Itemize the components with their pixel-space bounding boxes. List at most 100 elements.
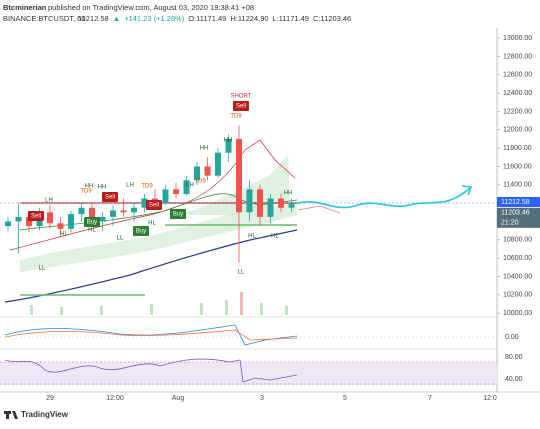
candle-body: [68, 214, 74, 229]
rsi-line: [4, 358, 298, 383]
quote-field: H:11224.90: [230, 14, 268, 23]
candle-body: [288, 202, 295, 208]
rsi-band: [0, 362, 497, 385]
annotation: HH: [200, 146, 209, 152]
countdown: 21:20: [501, 220, 519, 227]
signal-box: [28, 211, 44, 221]
candle-body: [204, 166, 211, 176]
quote-field: ▲: [113, 14, 120, 23]
quote-field: 11212.58: [78, 14, 109, 23]
footer: TradingView: [21, 410, 69, 419]
annotation: HL: [148, 221, 156, 227]
y-tick-label: 12200.00: [503, 108, 532, 115]
y-tick-label: 13000.00: [503, 35, 532, 42]
rsi-tick-label: 40.00: [505, 376, 523, 383]
annotation: TD9: [194, 179, 206, 185]
candle-body: [99, 216, 106, 222]
x-tick-label: Aug: [172, 395, 185, 402]
candle-body: [78, 207, 85, 215]
quote-field: +141.23 (+1.28%): [124, 14, 185, 23]
annotation: Sell: [149, 203, 159, 209]
annotation: LL: [238, 270, 245, 276]
y-tick-label: 10600.00: [503, 255, 532, 262]
close-price-box: [497, 207, 540, 228]
candle-body: [26, 216, 32, 227]
annotation: Buy: [173, 212, 183, 218]
last-price-label: 11212.58: [501, 199, 530, 206]
signal-box: [233, 101, 249, 111]
y-tick-label: 10400.00: [503, 273, 532, 280]
cloud: [20, 204, 297, 272]
candle-body: [162, 189, 169, 204]
rsi-tick-label: 80.00: [505, 354, 523, 361]
published: published on TradingView.com, August 03,…: [48, 3, 254, 12]
candle-body: [267, 198, 274, 217]
x-tick-label: 12:0: [483, 395, 497, 402]
candle-body: [246, 189, 253, 213]
candle-body: [110, 210, 116, 217]
x-tick-label: 12:00: [106, 395, 124, 402]
signal-box: [84, 217, 100, 227]
annotation: LH: [186, 183, 194, 189]
candle-body: [5, 221, 11, 227]
candle-body: [131, 207, 137, 213]
x-tick-label: 3: [260, 395, 264, 402]
signal-box: [146, 200, 162, 210]
annotation: Buy: [87, 220, 97, 226]
macd-tick-label: 0.00: [505, 334, 519, 341]
y-tick-label: 11600.00: [503, 163, 532, 170]
annotation: SHORT: [231, 94, 252, 100]
candle-body: [47, 212, 53, 224]
candle-body: [173, 189, 179, 194]
annotation: HL: [60, 232, 68, 238]
last-price-box: [497, 196, 540, 207]
candle-body: [57, 223, 64, 229]
projection-arrow: [461, 185, 473, 196]
annotation: HH: [98, 185, 107, 191]
signal-box: [102, 192, 118, 202]
candle-body: [278, 198, 284, 208]
logo: [4, 411, 18, 419]
candle-body: [215, 152, 221, 176]
annotation: HL: [248, 234, 256, 240]
quote-field: C:11203.46: [313, 14, 351, 23]
annotation: HH: [284, 191, 293, 197]
signal-box: [133, 226, 149, 236]
signal-box: [170, 209, 186, 219]
annotation: TD9: [230, 114, 242, 120]
annotation: TD9: [80, 189, 92, 195]
annotation: HH: [85, 184, 94, 190]
candle-body: [183, 180, 190, 194]
annotation: Sell: [236, 104, 246, 110]
candle-body: [236, 138, 242, 213]
x-tick-label: 7: [428, 395, 432, 402]
close-price-label: 11203.46: [501, 210, 530, 217]
quote-field: O:11171.49: [188, 14, 226, 23]
y-tick-label: 12000.00: [503, 127, 532, 134]
candle-body: [89, 207, 95, 222]
annotation: TD9: [141, 184, 153, 190]
annotation: LL: [39, 266, 46, 272]
annotation: HL: [271, 234, 279, 240]
x-tick-label: 5: [343, 395, 347, 402]
macd-line: [4, 324, 298, 346]
y-tick-label: 12800.00: [503, 53, 532, 60]
y-tick-label: 12600.00: [503, 72, 532, 79]
annotation: Sell: [31, 214, 41, 220]
candle-body: [120, 210, 127, 213]
volume: [30, 292, 288, 315]
x-tick-label: 29: [46, 395, 54, 402]
projection: [297, 187, 471, 209]
annotation: HH: [224, 138, 233, 144]
candle-body: [257, 189, 263, 217]
candle-body: [15, 216, 22, 222]
annotation: Sell: [105, 195, 115, 201]
symbol: BINANCE:BTCUSDT, 60: [3, 14, 86, 23]
annotation: LH: [45, 198, 53, 204]
y-tick-label: 11800.00: [503, 145, 532, 152]
y-tick-label: 12400.00: [503, 90, 532, 97]
y-tick-label: 11400.00: [503, 182, 532, 189]
y-tick-label: 10800.00: [503, 237, 532, 244]
quote-field: L:11171.49: [273, 14, 309, 23]
